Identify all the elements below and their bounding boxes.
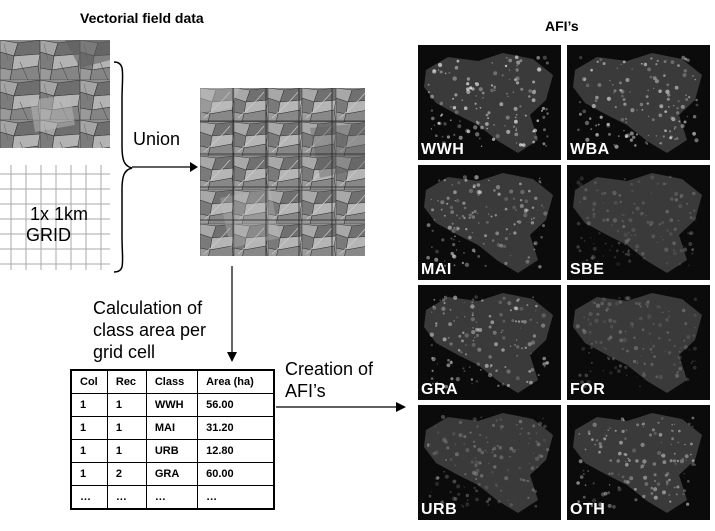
crop-map-sbe-icon xyxy=(573,173,702,273)
table-cell: 1 xyxy=(70,462,108,486)
afi-panel-label: OTH xyxy=(570,501,606,518)
afi-panel-label: FOR xyxy=(570,381,606,398)
union-arrow xyxy=(132,162,198,172)
afi-panel-wba: WBA xyxy=(567,45,710,160)
crop-map-oth-icon xyxy=(573,413,702,513)
table-cell: 31.20 xyxy=(197,416,275,440)
table-row: 1 2 GRA 60.00 xyxy=(70,462,275,486)
table-cell: 12.80 xyxy=(197,439,275,463)
afi-title: AFI’s xyxy=(545,18,579,34)
table-cell: … xyxy=(197,485,275,510)
table-cell: GRA xyxy=(145,462,199,486)
table-cell: URB xyxy=(145,439,199,463)
afi-panel-for: FOR xyxy=(567,285,710,400)
table-cell: … xyxy=(70,485,108,510)
table-row: … … … … xyxy=(70,485,275,510)
calculation-line1: Calculation of xyxy=(93,298,203,318)
vectorial-field-data-title: Vectorial field data xyxy=(80,10,204,26)
table-row: 1 1 WWH 56.00 xyxy=(70,393,275,417)
table-cell: MAI xyxy=(145,416,199,440)
column-header: Area (ha) xyxy=(197,369,275,394)
column-header: Rec xyxy=(106,369,147,394)
table-row: 1 1 MAI 31.20 xyxy=(70,416,275,440)
afi-panel-mai: MAI xyxy=(418,165,561,280)
afi-panel-label: SBE xyxy=(570,261,605,278)
afi-panel-gra: GRA xyxy=(418,285,561,400)
grid-label-line1: 1x 1km xyxy=(30,204,89,224)
crop-map-urb-icon xyxy=(424,413,553,513)
class-area-table: Col Rec Class Area (ha) 1 1 WWH 56.00 1 … xyxy=(70,369,275,510)
column-header: Class xyxy=(145,369,199,394)
crop-map-gra-icon xyxy=(424,293,553,393)
creation-arrow xyxy=(276,402,406,412)
afi-panel-label: WWH xyxy=(421,141,465,158)
parcel-map-left xyxy=(0,40,110,148)
union-map xyxy=(200,88,365,256)
afi-panel-label: GRA xyxy=(421,381,459,398)
table-cell: 1 xyxy=(70,416,108,440)
calculation-line3: grid cell xyxy=(93,342,156,362)
table-row: 1 1 URB 12.80 xyxy=(70,439,275,463)
table-header-row: Col Rec Class Area (ha) xyxy=(70,369,275,394)
table-cell: 60.00 xyxy=(197,462,275,486)
creation-line1: Creation of xyxy=(285,359,374,379)
table-cell: 1 xyxy=(106,416,147,440)
table-cell: 1 xyxy=(70,439,108,463)
table-cell: 1 xyxy=(106,439,147,463)
union-label: Union xyxy=(133,129,181,149)
crop-map-for-icon xyxy=(573,293,702,393)
table-cell: 1 xyxy=(106,393,147,417)
afi-panel-wwh: WWH xyxy=(418,45,561,160)
table-cell: 2 xyxy=(106,462,147,486)
crop-map-wba-icon xyxy=(573,53,702,153)
table-cell: WWH xyxy=(145,393,199,417)
table-cell: … xyxy=(106,485,147,510)
table-cell: … xyxy=(145,485,199,510)
column-header: Col xyxy=(70,369,108,394)
grid-label-line2: GRID xyxy=(26,225,71,245)
afi-panel-oth: OTH xyxy=(567,405,710,520)
crop-map-wwh-icon xyxy=(424,53,553,153)
calculation-line2: class area per xyxy=(93,320,207,340)
afi-panel-label: URB xyxy=(421,501,458,518)
calculation-arrow xyxy=(227,266,237,362)
table-cell: 1 xyxy=(70,393,108,417)
table-cell: 56.00 xyxy=(197,393,275,417)
afi-panel-sbe: SBE xyxy=(567,165,710,280)
afi-panel-label: WBA xyxy=(570,141,610,158)
creation-line2: AFI’s xyxy=(285,381,326,401)
km-grid xyxy=(0,165,110,270)
crop-map-mai-icon xyxy=(424,173,553,273)
afi-panel-urb: URB xyxy=(418,405,561,520)
union-brace xyxy=(113,61,133,273)
afi-panel-label: MAI xyxy=(421,261,452,278)
